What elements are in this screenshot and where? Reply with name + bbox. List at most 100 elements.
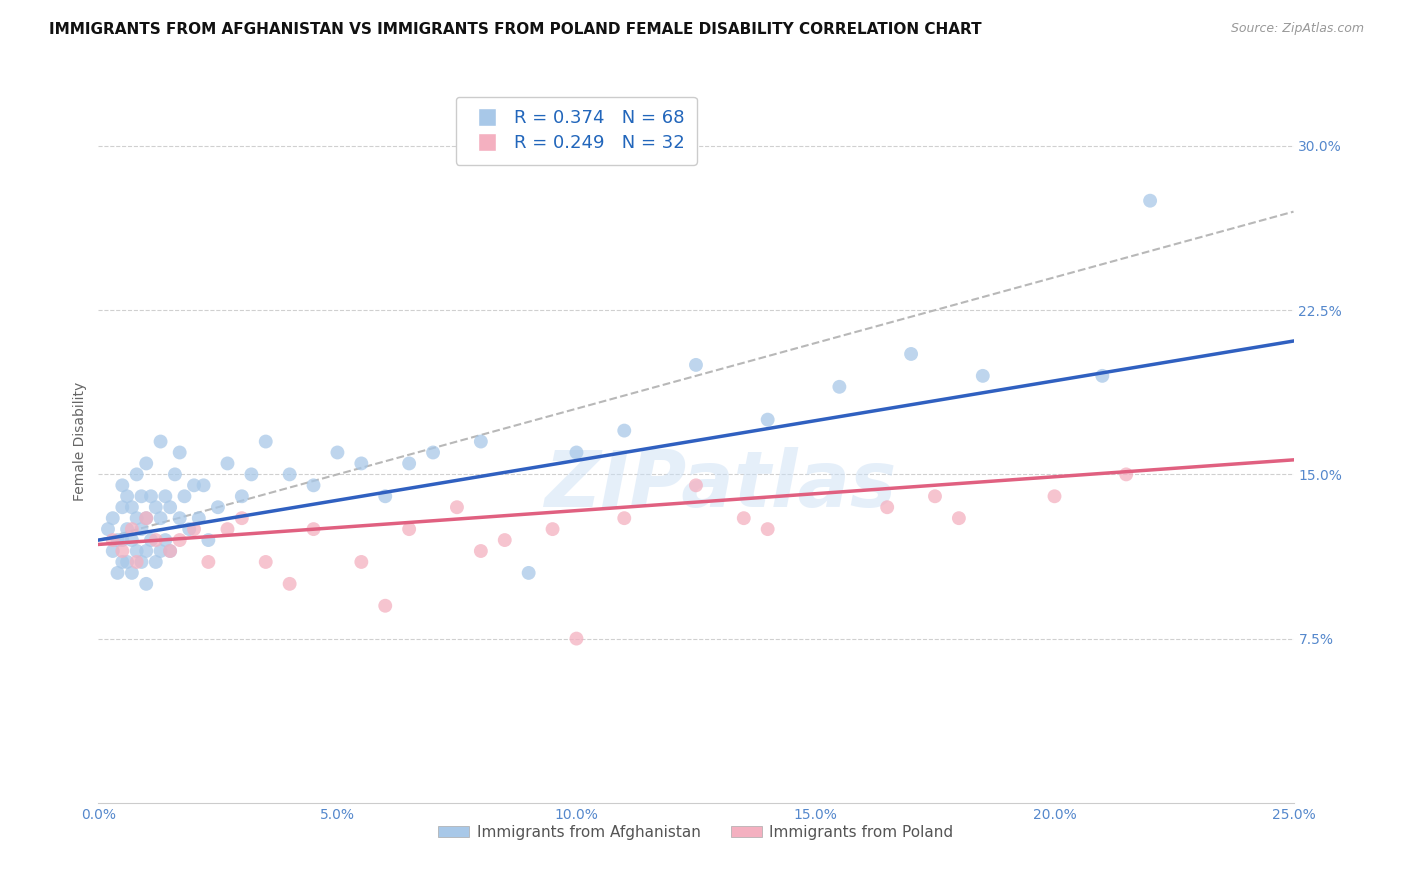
Point <box>565 632 588 646</box>
Point <box>111 555 134 569</box>
Point <box>111 500 134 515</box>
Point <box>121 500 143 515</box>
Point <box>446 500 468 515</box>
Point <box>685 358 707 372</box>
Point <box>155 489 177 503</box>
Point <box>231 511 253 525</box>
Point <box>217 522 239 536</box>
Point <box>183 522 205 536</box>
Point <box>173 489 195 503</box>
Point <box>756 522 779 536</box>
Point <box>125 511 148 525</box>
Point <box>149 511 172 525</box>
Point <box>111 533 134 547</box>
Point <box>121 566 143 580</box>
Point <box>107 533 129 547</box>
Point <box>517 566 540 580</box>
Point <box>326 445 349 459</box>
Point <box>470 434 492 449</box>
Point <box>139 533 162 547</box>
Point <box>302 522 325 536</box>
Point <box>733 511 755 525</box>
Point <box>254 555 277 569</box>
Point <box>565 445 588 459</box>
Point <box>125 467 148 482</box>
Point <box>350 457 373 471</box>
Point <box>756 412 779 426</box>
Point <box>231 489 253 503</box>
Point <box>159 500 181 515</box>
Point <box>613 511 636 525</box>
Point <box>217 457 239 471</box>
Point <box>398 522 420 536</box>
Point <box>135 511 157 525</box>
Y-axis label: Female Disability: Female Disability <box>73 382 87 501</box>
Point <box>115 489 138 503</box>
Point <box>197 533 219 547</box>
Point <box>240 467 263 482</box>
Point <box>374 599 396 613</box>
Point <box>302 478 325 492</box>
Point <box>278 577 301 591</box>
Point <box>254 434 277 449</box>
Point <box>107 566 129 580</box>
Point <box>101 544 124 558</box>
Point <box>139 489 162 503</box>
Point <box>169 533 191 547</box>
Point <box>924 489 946 503</box>
Point <box>135 544 157 558</box>
Point <box>145 533 167 547</box>
Point <box>613 424 636 438</box>
Point <box>131 555 153 569</box>
Point <box>179 522 201 536</box>
Point <box>155 533 177 547</box>
Point <box>135 511 157 525</box>
Point <box>145 500 167 515</box>
Point <box>135 457 157 471</box>
Point <box>350 555 373 569</box>
Point <box>101 511 124 525</box>
Point <box>135 577 157 591</box>
Point <box>125 544 148 558</box>
Point <box>115 522 138 536</box>
Point <box>1043 489 1066 503</box>
Point <box>159 544 181 558</box>
Point <box>121 522 143 536</box>
Point <box>1091 368 1114 383</box>
Point <box>876 500 898 515</box>
Point <box>183 478 205 492</box>
Point <box>494 533 516 547</box>
Point <box>111 478 134 492</box>
Point <box>685 478 707 492</box>
Point <box>149 544 172 558</box>
Point <box>1115 467 1137 482</box>
Point <box>398 457 420 471</box>
Point <box>121 533 143 547</box>
Point <box>470 544 492 558</box>
Text: IMMIGRANTS FROM AFGHANISTAN VS IMMIGRANTS FROM POLAND FEMALE DISABILITY CORRELAT: IMMIGRANTS FROM AFGHANISTAN VS IMMIGRANT… <box>49 22 981 37</box>
Point <box>197 555 219 569</box>
Point <box>374 489 396 503</box>
Point <box>422 445 444 459</box>
Point <box>900 347 922 361</box>
Point <box>125 555 148 569</box>
Point <box>972 368 994 383</box>
Point <box>169 445 191 459</box>
Text: Source: ZipAtlas.com: Source: ZipAtlas.com <box>1230 22 1364 36</box>
Legend: Immigrants from Afghanistan, Immigrants from Poland: Immigrants from Afghanistan, Immigrants … <box>433 819 959 846</box>
Point <box>101 533 124 547</box>
Point <box>145 555 167 569</box>
Text: ZIPatlas: ZIPatlas <box>544 447 896 523</box>
Point <box>169 511 191 525</box>
Point <box>149 434 172 449</box>
Point <box>948 511 970 525</box>
Point <box>828 380 851 394</box>
Point <box>159 544 181 558</box>
Point <box>163 467 186 482</box>
Point <box>115 555 138 569</box>
Point <box>541 522 564 536</box>
Point <box>1139 194 1161 208</box>
Point <box>111 544 134 558</box>
Point <box>97 522 120 536</box>
Point <box>207 500 229 515</box>
